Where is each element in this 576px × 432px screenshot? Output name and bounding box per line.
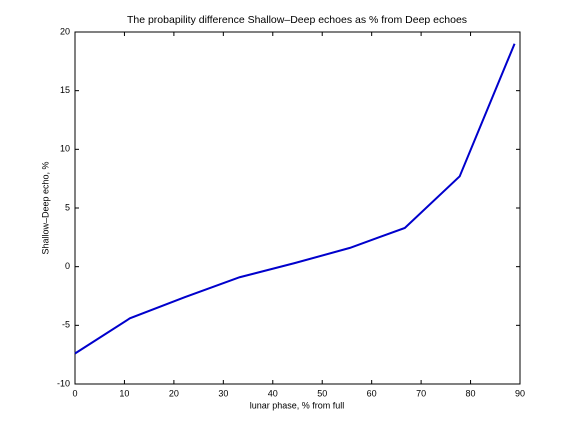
chart-title: The probapility difference Shallow–Deep … [127, 14, 467, 26]
x-tick-label: 90 [515, 388, 525, 398]
x-tick-label: 0 [72, 388, 77, 398]
x-tick-label: 70 [416, 388, 426, 398]
y-axis-label: Shallow–Deep echo, % [40, 161, 50, 254]
x-axis-label: lunar phase, % from full [250, 400, 345, 410]
x-tick-label: 20 [169, 388, 179, 398]
y-tick-label: 15 [60, 85, 70, 95]
x-tick-label: 40 [268, 388, 278, 398]
x-tick-label: 10 [119, 388, 129, 398]
y-tick-label: -5 [62, 320, 70, 330]
y-tick-label: -10 [57, 378, 70, 388]
y-tick-label: 10 [60, 144, 70, 154]
x-tick-label: 30 [218, 388, 228, 398]
x-tick-label: 80 [466, 388, 476, 398]
x-tick-label: 60 [367, 388, 377, 398]
y-tick-label: 5 [65, 202, 70, 212]
data-line [74, 43, 516, 355]
y-tick-label: 0 [65, 261, 70, 271]
y-tick-label: 20 [60, 26, 70, 36]
x-tick-label: 50 [317, 388, 327, 398]
